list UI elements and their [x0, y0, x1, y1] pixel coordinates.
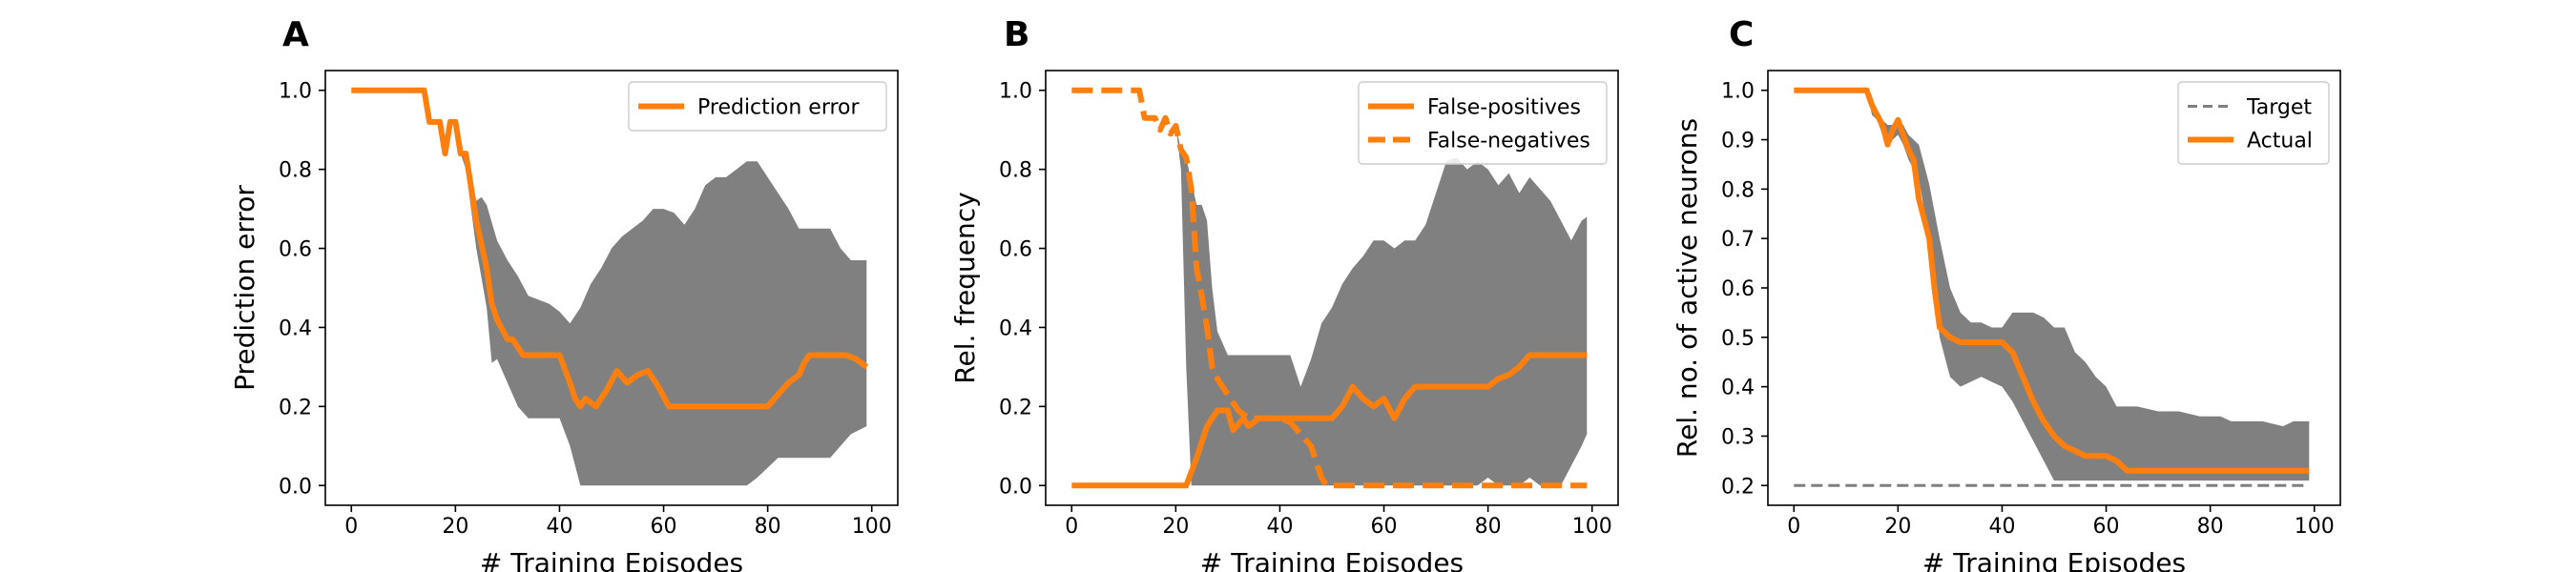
legend: False-positives False-negatives — [1358, 81, 1608, 165]
y-tick-label: 0.8 — [279, 159, 312, 183]
x-tick-label: 100 — [2295, 515, 2335, 539]
y-axis-label: Prediction error — [229, 185, 260, 391]
y-tick-label: 0.0 — [999, 475, 1032, 499]
x-tick-label: 100 — [852, 515, 892, 539]
y-tick-label: 1.0 — [999, 80, 1032, 104]
std-band — [1794, 90, 2310, 481]
series-line-false-negatives — [1071, 87, 1588, 489]
x-tick-label: 80 — [1475, 515, 1502, 539]
y-tick-label: 1.0 — [1721, 80, 1755, 104]
y-axis-label: Rel. no. of active neurons — [1672, 118, 1703, 458]
x-tick-label: 100 — [1572, 515, 1612, 539]
y-tick-label: 0.6 — [999, 238, 1032, 262]
y-tick-label: 0.8 — [1721, 178, 1755, 202]
x-tick-label: 60 — [2093, 515, 2120, 539]
x-tick-label: 0 — [1065, 515, 1078, 539]
legend-entry: Target — [2246, 96, 2312, 120]
legend-entry: Actual — [2247, 130, 2313, 153]
y-tick-label: 1.0 — [279, 80, 312, 104]
legend-entry: False-positives — [1427, 96, 1581, 120]
x-tick-label: 40 — [1988, 515, 2015, 539]
y-tick-label: 0.0 — [279, 475, 312, 499]
y-tick-label: 0.9 — [1721, 130, 1755, 153]
legend-box — [1358, 81, 1608, 165]
series-line-false-positives — [1071, 352, 1588, 489]
y-axis-label: Rel. frequency — [949, 192, 981, 383]
x-axis-label: # Training Episodes — [480, 547, 743, 572]
y-tick-label: 0.6 — [279, 238, 312, 262]
y-tick-label: 0.6 — [1721, 277, 1755, 301]
legend-box — [2177, 81, 2330, 165]
x-tick-label: 20 — [442, 515, 468, 539]
x-tick-label: 80 — [755, 515, 781, 539]
panel-a: A 0 20 40 60 80 100 0.0 0.2 0.4 0.6 0.8 1.0 # Trainin… — [229, 15, 899, 572]
std-band — [351, 90, 867, 486]
y-tick-label: 0.5 — [1721, 327, 1755, 351]
x-tick-label: 40 — [546, 515, 572, 539]
legend: Prediction error — [628, 81, 887, 132]
axes-frame — [324, 70, 899, 506]
x-tick-label: 60 — [1371, 515, 1398, 539]
axes-frame — [1045, 70, 1619, 506]
y-tick-label: 0.4 — [1721, 377, 1755, 400]
legend-entry: Prediction error — [697, 96, 860, 120]
x-tick-label: 40 — [1266, 515, 1293, 539]
legend-box — [628, 81, 887, 132]
y-tick-label: 0.4 — [999, 317, 1032, 340]
x-axis-label: # Training Episodes — [1200, 547, 1464, 572]
x-tick-label: 0 — [344, 515, 358, 539]
y-tick-label: 0.3 — [1721, 425, 1755, 449]
x-tick-label: 20 — [1884, 515, 1911, 539]
x-tick-label: 60 — [651, 515, 677, 539]
panel-b: B 0 20 40 60 80 100 0.0 0.2 0.4 0.6 0.8 1.0 # Trainin… — [949, 15, 1619, 572]
y-tick-label: 0.7 — [1721, 228, 1755, 252]
panel-label: C — [1729, 15, 1754, 54]
y-tick-label: 0.8 — [999, 159, 1032, 183]
legend-entry: False-negatives — [1427, 130, 1590, 153]
panel-label: A — [282, 15, 309, 54]
y-tick-label: 0.2 — [1721, 475, 1755, 499]
y-tick-label: 0.2 — [279, 396, 312, 419]
x-tick-label: 80 — [2197, 515, 2224, 539]
y-tick-label: 0.2 — [999, 396, 1032, 419]
panel-label: B — [1004, 15, 1029, 54]
legend: Target Actual — [2177, 81, 2330, 165]
series-line-actual — [1794, 87, 2310, 474]
y-tick-label: 0.4 — [279, 317, 312, 340]
x-axis-label: # Training Episodes — [1922, 547, 2186, 572]
x-tick-label: 20 — [1162, 515, 1189, 539]
x-tick-label: 0 — [1787, 515, 1800, 539]
series-line-prediction-error — [351, 87, 869, 410]
panel-c: C 0 20 40 60 80 100 0.2 0.3 0.4 0.5 0.6 0.7 0.8 0.9 1.0… — [1672, 15, 2341, 572]
